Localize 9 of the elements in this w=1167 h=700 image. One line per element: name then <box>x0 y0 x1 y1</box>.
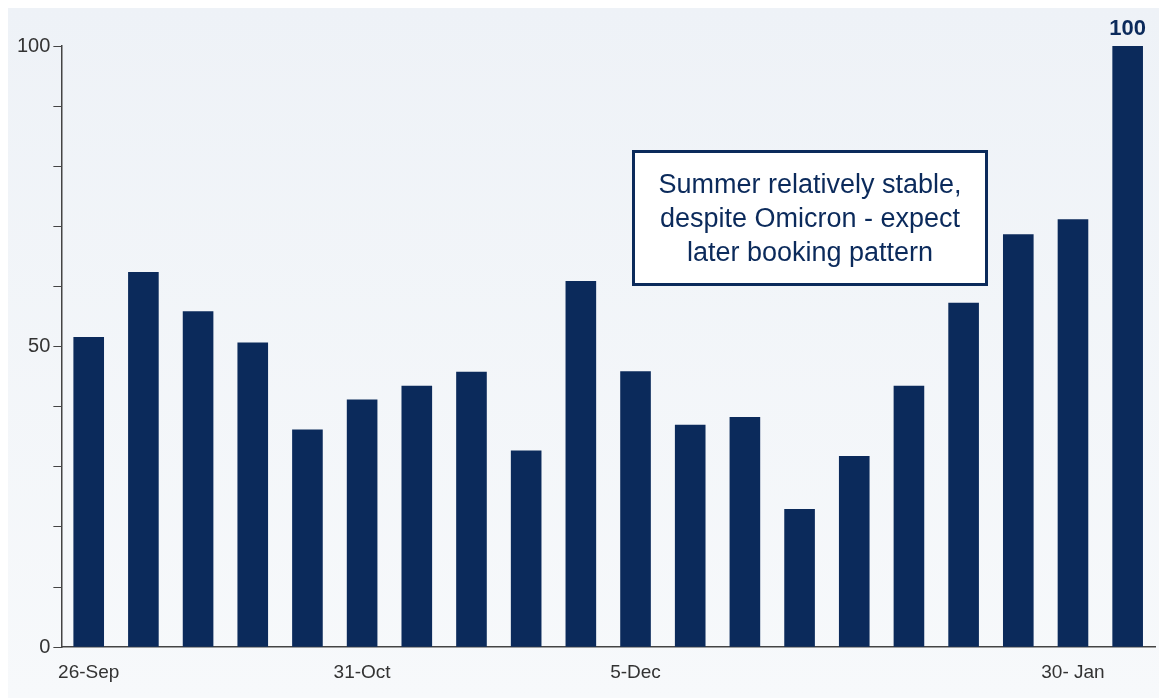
x-tick-label: 26-Sep <box>58 660 120 682</box>
y-tick-label: 100 <box>16 33 51 56</box>
x-tick-label: 31-Oct <box>333 660 392 682</box>
annotation: Summer relatively stable, despite Omicron - expect later booking pattern <box>632 150 988 286</box>
data-label: 100 <box>1109 15 1147 41</box>
x-tick-label: 30- Jan <box>1041 660 1105 682</box>
x-tick-label: 5-Dec <box>610 660 661 682</box>
y-tick-label: 50 <box>28 334 51 357</box>
y-tick-label: 0 <box>39 634 51 657</box>
